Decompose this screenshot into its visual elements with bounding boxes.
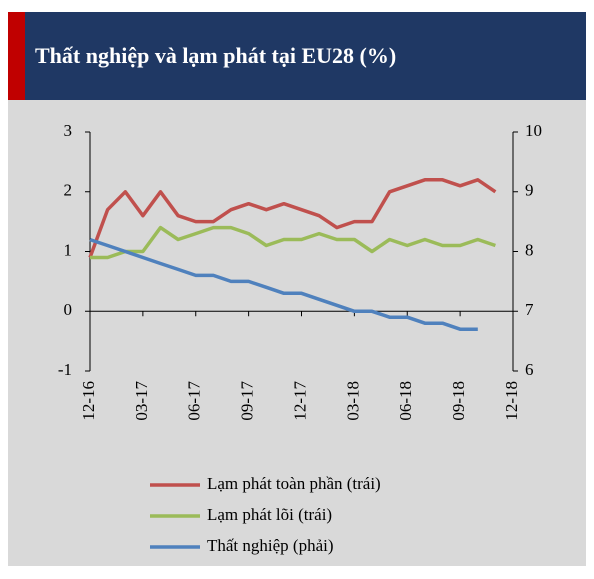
y2-tick-label: 10 [525,121,542,140]
x-tick-label: 12-17 [290,381,309,421]
x-tick-label: 09-18 [449,381,468,421]
y2-tick-label: 7 [525,300,534,319]
legend-label: Lạm phát toàn phần (trái) [207,474,381,493]
chart-title: Thất nghiệp và lạm phát tại EU28 (%) [35,43,396,68]
x-tick-label: 03-18 [343,381,362,421]
y2-tick-label: 8 [525,240,534,259]
series-line [89,237,478,331]
x-tick-label: 12-18 [502,381,521,421]
x-tick-label: 03-17 [132,381,151,421]
legend-label: Thất nghiệp (phải) [207,536,334,555]
legend-label: Lạm phát lõi (trái) [207,505,332,524]
x-tick-label: 06-17 [185,381,204,421]
chart-background [8,100,586,566]
y-tick-label: 0 [64,300,73,319]
series-line [90,225,496,260]
x-tick-label: 09-17 [238,381,257,421]
y2-tick-label: 9 [525,181,534,200]
y2-tick-label: 6 [525,360,534,379]
y-tick-label: -1 [58,360,72,379]
header-stripe [8,12,25,100]
header [8,12,586,100]
y-tick-label: 1 [64,240,73,259]
y-tick-label: 2 [64,181,73,200]
y-tick-label: 3 [64,121,73,140]
series-line [88,178,497,259]
x-tick-label: 06-18 [396,381,415,421]
x-tick-label: 12-16 [79,381,98,421]
